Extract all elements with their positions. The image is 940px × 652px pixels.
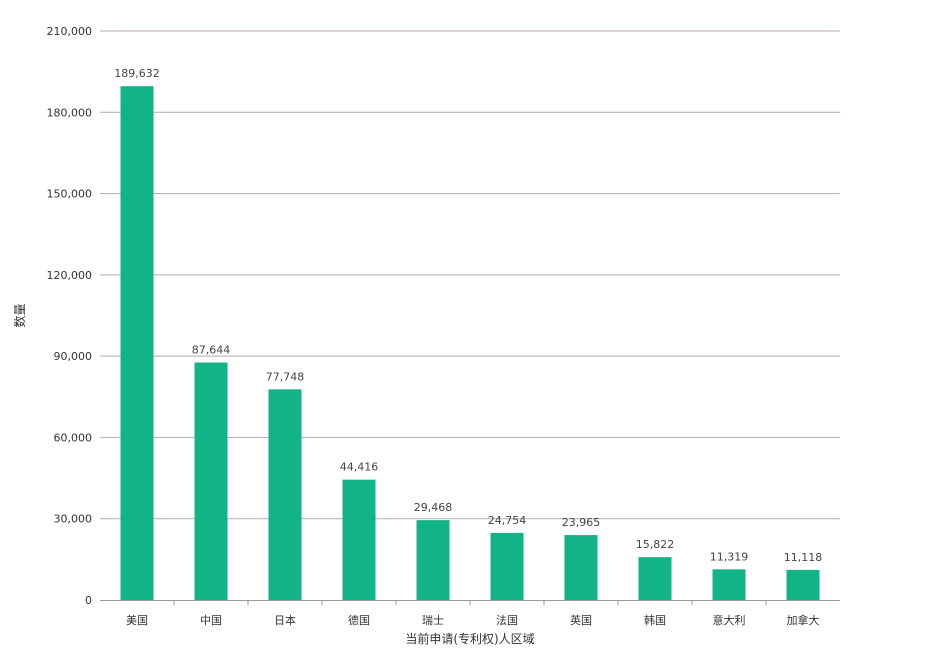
bar [194, 362, 228, 600]
bar [268, 389, 302, 600]
y-tick-label: 180,000 [47, 106, 93, 119]
x-tick-label: 中国 [200, 614, 222, 627]
y-axis-ticks: 0 30,000 60,000 90,000 120,000 150,000 180,000… [47, 25, 93, 607]
data-label: 23,965 [562, 516, 601, 529]
y-tick-label: 210,000 [47, 25, 93, 38]
bars [120, 86, 820, 601]
data-label: 15,822 [636, 538, 675, 551]
data-label: 189,632 [114, 67, 160, 80]
x-tick-label: 美国 [126, 614, 148, 627]
bar [416, 520, 450, 600]
bar [786, 569, 820, 600]
x-tick-label: 意大利 [713, 613, 746, 627]
bar [490, 532, 524, 600]
data-labels: 189,632 87,644 77,748 44,416 29,468 24,754 23,… [114, 67, 822, 564]
y-axis-title: 数量 [12, 303, 27, 327]
bar [638, 557, 672, 600]
x-tick-label: 瑞士 [422, 613, 444, 627]
y-tick-label: 90,000 [54, 350, 93, 363]
bar [564, 535, 598, 600]
y-tick-label: 30,000 [54, 513, 93, 526]
y-tick-label: 60,000 [54, 431, 93, 444]
data-label: 87,644 [192, 344, 231, 357]
x-tick-label: 德国 [348, 613, 370, 627]
y-tick-label: 120,000 [47, 269, 93, 282]
data-label: 11,118 [784, 551, 823, 564]
data-label: 44,416 [340, 461, 379, 474]
x-tick-label: 英国 [570, 613, 592, 627]
x-tick-label: 法国 [496, 613, 518, 627]
bar [120, 86, 154, 601]
bar [712, 569, 746, 600]
x-tick-label: 加拿大 [787, 613, 820, 627]
x-tick-label: 日本 [274, 613, 296, 627]
y-tick-label: 150,000 [47, 188, 93, 201]
x-axis-ticks: 美国 中国 日本 德国 瑞士 法国 英国 韩国 意大利 加拿大 [126, 600, 820, 627]
x-tick-label: 韩国 [644, 613, 666, 627]
y-tick-label: 0 [85, 594, 92, 607]
data-label: 77,748 [266, 370, 305, 383]
data-label: 11,319 [710, 550, 749, 563]
x-axis-title: 当前申请(专利权)人区域 [405, 631, 534, 646]
data-label: 29,468 [414, 501, 453, 514]
bar [342, 479, 376, 600]
data-label: 24,754 [488, 514, 527, 527]
